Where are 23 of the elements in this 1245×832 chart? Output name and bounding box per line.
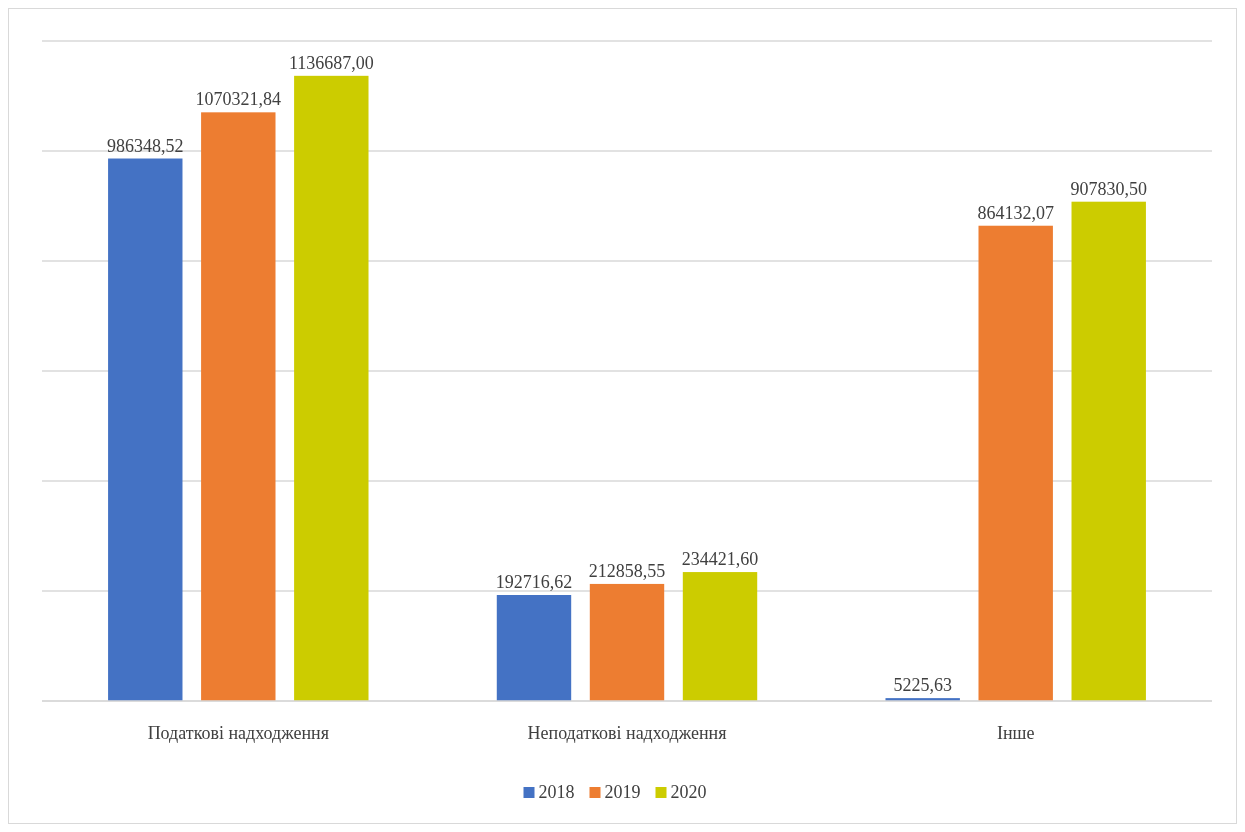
data-label: 1136687,00	[288, 52, 374, 73]
bar	[682, 572, 758, 701]
data-label: 864132,07	[977, 202, 1054, 223]
bar	[589, 583, 665, 701]
bar	[496, 595, 572, 701]
bar	[1071, 201, 1146, 701]
legend-label: 2020	[670, 782, 707, 802]
bar	[294, 75, 369, 701]
legend-label: 2018	[538, 782, 575, 802]
data-label: 5225,63	[893, 675, 952, 696]
bar	[201, 112, 276, 701]
x-tick-label: Податкові надходження	[147, 723, 329, 743]
x-tick-label: Інше	[996, 723, 1035, 743]
bar	[978, 225, 1053, 701]
legend-label: 2019	[604, 782, 641, 802]
data-label: 192716,62	[495, 572, 573, 593]
data-label: 1070321,84	[195, 89, 282, 110]
data-label: 234421,60	[681, 549, 759, 570]
bar	[108, 158, 183, 701]
data-label: 907830,50	[1070, 178, 1147, 199]
data-label: 986348,52	[107, 135, 184, 156]
data-label: 212858,55	[588, 560, 666, 581]
x-tick-label: Неподаткові надходження	[527, 723, 727, 743]
